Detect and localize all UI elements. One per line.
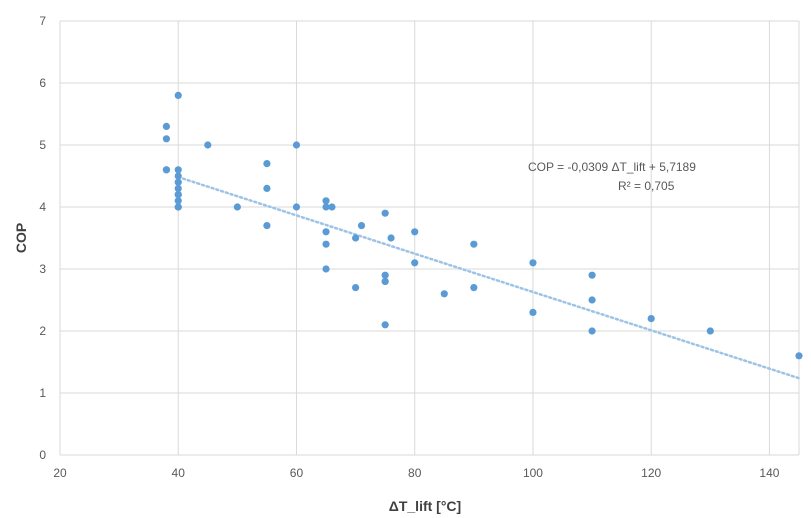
x-tick-label-3: 80 — [408, 466, 422, 480]
data-point-47 — [706, 327, 714, 335]
data-point-11 — [174, 203, 182, 211]
y-tick-label-0: 0 — [39, 448, 46, 462]
data-point-44 — [588, 296, 596, 304]
data-point-28 — [352, 284, 360, 292]
x-axis-title: ΔT_lift [°C] — [389, 498, 461, 514]
data-point-3 — [162, 166, 171, 174]
data-point-18 — [263, 222, 271, 230]
data-point-20 — [292, 203, 301, 211]
data-point-26 — [328, 203, 336, 211]
data-point-7 — [174, 184, 182, 192]
data-point-39 — [470, 240, 478, 248]
y-tick-label-7: 7 — [39, 14, 46, 28]
data-point-36 — [411, 228, 419, 236]
data-point-15 — [233, 203, 241, 211]
data-point-40 — [470, 284, 478, 292]
y-axis-title: COP — [13, 223, 29, 253]
y-tick-label-5: 5 — [39, 138, 46, 152]
x-tick-label-5: 120 — [641, 466, 661, 480]
data-point-9 — [174, 197, 182, 205]
x-tick-label-4: 100 — [523, 466, 543, 480]
data-point-46 — [647, 315, 655, 323]
data-point-13 — [174, 191, 182, 199]
data-point-21 — [322, 197, 330, 205]
x-tick-label-6: 140 — [759, 466, 779, 480]
data-point-42 — [529, 308, 537, 316]
y-tick-label-4: 4 — [39, 200, 46, 214]
data-point-37 — [411, 259, 419, 267]
y-tick-label-6: 6 — [39, 76, 46, 90]
x-tick-label-2: 60 — [290, 466, 304, 480]
data-point-6 — [174, 172, 182, 180]
grid-lines — [59, 20, 800, 456]
data-point-16 — [263, 160, 271, 168]
data-point-17 — [263, 184, 271, 192]
data-point-19 — [292, 141, 301, 149]
y-tick-label-3: 3 — [39, 262, 46, 276]
y-axis-ticks: 0 1 2 3 4 5 6 7 — [39, 14, 46, 462]
data-point-5 — [174, 166, 182, 174]
data-point-30 — [381, 209, 389, 217]
data-point-22 — [322, 203, 330, 211]
data-point-1 — [162, 135, 171, 143]
data-point-43 — [588, 271, 596, 279]
y-tick-label-2: 2 — [39, 324, 46, 338]
linear-trendline — [176, 175, 801, 380]
trendline-layer — [176, 175, 801, 380]
x-axis-ticks: 20 40 60 80 100 120 140 — [53, 466, 779, 480]
x-tick-label-1: 40 — [172, 466, 186, 480]
data-point-31 — [381, 271, 389, 279]
data-point-4 — [174, 91, 182, 99]
data-point-24 — [322, 240, 330, 248]
data-point-29 — [357, 222, 366, 230]
data-point-34 — [381, 321, 389, 329]
data-points — [162, 91, 803, 360]
equation-annotation: COP = -0,0309 ΔT_lift + 5,7189 — [528, 160, 696, 174]
data-point-45 — [588, 327, 596, 335]
data-point-23 — [322, 228, 330, 236]
y-tick-label-1: 1 — [39, 386, 46, 400]
data-point-27 — [352, 234, 360, 242]
r-squared-annotation: R² = 0,705 — [618, 179, 675, 193]
data-point-41 — [529, 259, 537, 267]
data-point-14 — [204, 141, 212, 149]
data-point-35 — [387, 234, 395, 242]
data-point-48 — [795, 352, 803, 360]
x-tick-label-0: 20 — [53, 466, 67, 480]
data-point-33 — [381, 277, 389, 285]
data-point-12 — [174, 178, 182, 186]
data-point-0 — [162, 122, 171, 130]
data-point-38 — [440, 290, 448, 298]
data-point-25 — [322, 265, 330, 273]
